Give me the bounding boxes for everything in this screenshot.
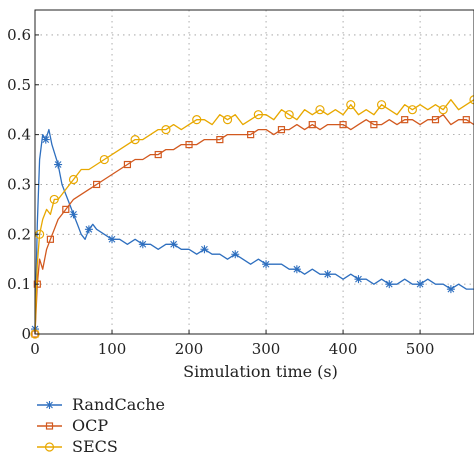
y-tick-label: 0.5 [7, 76, 31, 94]
series-marker [284, 110, 294, 120]
series-marker [123, 160, 132, 169]
series-marker [49, 194, 59, 205]
series-layer [30, 95, 474, 339]
series-marker [346, 100, 356, 110]
series-line [34, 114, 474, 335]
x-tick-label: 100 [98, 340, 127, 358]
y-tick-label: 0.3 [7, 175, 31, 193]
legend: RandCache OCP SECS [37, 395, 165, 456]
series-marker [416, 280, 425, 289]
series-marker [315, 105, 325, 115]
series-marker [385, 280, 394, 289]
x-tick-label: 200 [175, 340, 204, 358]
series-marker [401, 116, 409, 124]
series-marker [253, 110, 263, 120]
series-marker [45, 401, 54, 409]
series-marker [469, 95, 474, 105]
series-marker [262, 260, 271, 269]
series-ocp [31, 114, 474, 338]
series-marker [108, 235, 117, 244]
series-marker [69, 210, 78, 219]
x-tick-label: 0 [30, 340, 40, 358]
x-tick-label: 500 [406, 340, 435, 358]
series-marker [185, 140, 193, 149]
grid-lines [35, 10, 474, 334]
series-marker [192, 115, 202, 125]
series-marker [438, 105, 448, 115]
series-marker [354, 275, 363, 284]
x-axis-title: Simulation time (s) [183, 362, 338, 381]
series-marker [222, 115, 233, 125]
series-marker [68, 174, 79, 185]
legend-label: OCP [72, 416, 108, 435]
y-tick-label: 0.1 [7, 275, 31, 293]
series-marker [54, 160, 63, 169]
series-marker [200, 245, 209, 254]
series-marker [44, 442, 55, 452]
x-tick-label: 300 [252, 340, 281, 358]
legend-entry: RandCache [37, 395, 165, 414]
series-marker [431, 116, 440, 124]
axes: 00.10.20.30.40.50.60100200300400500600 [7, 9, 474, 358]
series-marker [339, 121, 347, 129]
legend-entry: OCP [37, 416, 108, 435]
series-randcache [31, 128, 474, 334]
y-tick-label: 0.4 [7, 126, 31, 144]
series-marker [277, 126, 286, 134]
series-marker [45, 422, 54, 430]
series-marker [407, 105, 417, 115]
series-marker [130, 135, 140, 145]
series-marker [370, 121, 378, 129]
series-marker [169, 240, 178, 249]
series-marker [41, 135, 50, 144]
series-marker [446, 285, 455, 294]
legend-entry: SECS [37, 437, 118, 456]
series-marker [84, 225, 93, 234]
series-marker [46, 235, 55, 243]
series-marker [138, 240, 147, 249]
y-tick-label: 0.2 [7, 225, 31, 243]
series-marker [93, 180, 101, 189]
series-marker [161, 125, 171, 135]
legend-label: SECS [72, 437, 118, 456]
series-marker [462, 116, 470, 124]
series-marker [376, 100, 387, 110]
series-marker [292, 265, 301, 274]
series-marker [247, 131, 255, 139]
series-marker [99, 154, 109, 165]
series-marker [154, 150, 162, 159]
series-marker [323, 270, 332, 279]
series-secs [30, 95, 474, 339]
plot-frame [34, 9, 474, 335]
legend-label: RandCache [72, 395, 165, 414]
y-tick-label: 0.6 [7, 26, 31, 44]
series-marker [62, 205, 70, 213]
series-marker [308, 121, 316, 129]
series-marker [231, 250, 240, 259]
x-tick-label: 400 [329, 340, 358, 358]
series-marker [216, 136, 224, 144]
y-tick-label: 0 [21, 325, 31, 343]
series-line [34, 99, 474, 335]
